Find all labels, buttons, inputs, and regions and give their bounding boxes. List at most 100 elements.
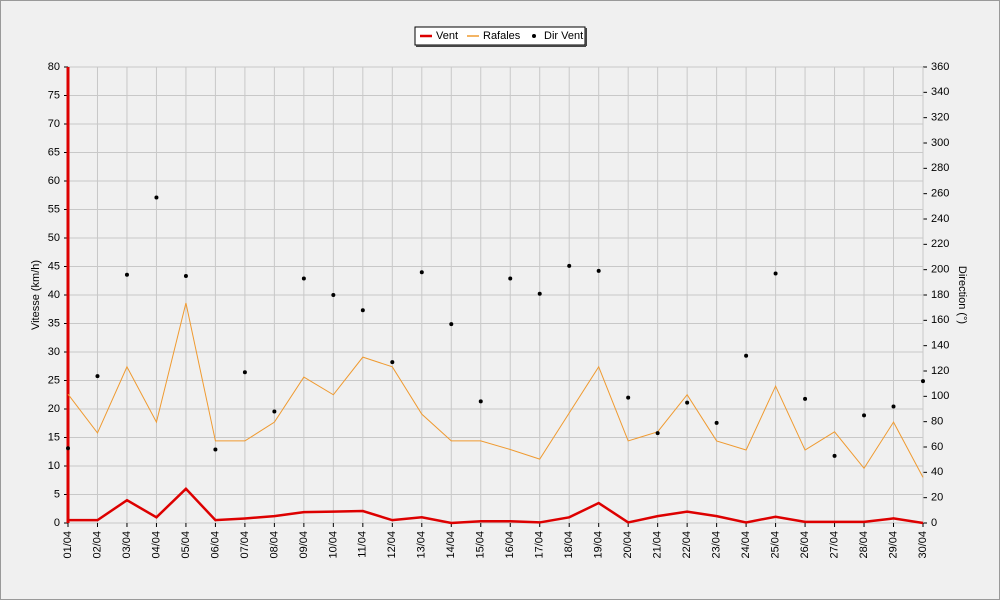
y2-tick-label: 120 — [931, 365, 949, 377]
x-tick-label: 14/04 — [445, 531, 457, 559]
y-tick-label: 45 — [48, 260, 60, 272]
data-point — [272, 409, 277, 414]
x-tick-label: 26/04 — [799, 531, 811, 559]
data-point — [242, 370, 247, 375]
y2-tick-label: 20 — [931, 492, 943, 504]
data-point — [508, 276, 513, 281]
data-point — [66, 446, 70, 451]
data-point — [154, 195, 159, 200]
data-point — [626, 395, 631, 400]
data-point — [714, 420, 719, 425]
data-point — [655, 431, 660, 436]
data-point — [360, 308, 365, 313]
x-tick-label: 18/04 — [563, 531, 575, 559]
data-point — [449, 322, 454, 327]
data-point — [213, 447, 218, 452]
data-point — [921, 379, 925, 384]
y-axis-label: Vitesse (km/h) — [30, 260, 42, 330]
data-point — [183, 274, 188, 278]
data-point — [862, 413, 867, 418]
legend-label: Rafales — [483, 30, 521, 42]
data-point — [419, 270, 424, 275]
y-tick-label: 25 — [48, 374, 60, 386]
y2-tick-label: 0 — [931, 517, 937, 529]
y2-tick-label: 100 — [931, 390, 949, 402]
x-tick-label: 17/04 — [534, 531, 546, 559]
y2-tick-label: 140 — [931, 340, 949, 352]
data-point — [301, 276, 306, 281]
data-point — [744, 353, 749, 358]
x-tick-label: 11/04 — [357, 531, 369, 558]
y2-tick-label: 320 — [931, 112, 949, 124]
y2-tick-label: 200 — [931, 264, 949, 276]
data-point — [95, 374, 100, 379]
x-tick-label: 09/04 — [298, 531, 310, 559]
x-tick-label: 23/04 — [711, 531, 723, 559]
y2-axis-label: Direction (°) — [956, 266, 968, 324]
x-tick-label: 24/04 — [740, 531, 752, 559]
data-point — [803, 396, 808, 401]
x-tick-label: 13/04 — [416, 531, 428, 559]
y2-tick-label: 360 — [931, 61, 949, 73]
y-tick-label: 65 — [48, 146, 60, 158]
data-point — [891, 404, 896, 409]
y-tick-label: 30 — [48, 346, 60, 358]
y2-tick-label: 220 — [931, 238, 949, 250]
data-point — [537, 291, 542, 296]
data-point — [331, 293, 336, 297]
x-tick-label: 16/04 — [504, 531, 516, 559]
x-tick-label: 07/04 — [239, 531, 251, 559]
legend-label: Dir Vent — [544, 30, 583, 42]
x-tick-label: 12/04 — [386, 531, 398, 559]
y2-tick-label: 280 — [931, 162, 949, 174]
x-tick-label: 30/04 — [917, 531, 929, 559]
y-tick-label: 0 — [54, 517, 60, 529]
data-point — [685, 400, 690, 405]
x-tick-label: 03/04 — [121, 531, 133, 559]
x-tick-label: 01/04 — [62, 531, 74, 559]
x-tick-label: 27/04 — [828, 531, 840, 559]
x-tick-label: 19/04 — [593, 531, 605, 559]
y2-tick-label: 240 — [931, 213, 949, 225]
y-tick-label: 60 — [48, 175, 60, 187]
y-tick-label: 70 — [48, 118, 60, 130]
y-tick-label: 75 — [48, 89, 60, 101]
x-tick-label: 08/04 — [268, 531, 280, 559]
y-tick-label: 40 — [48, 289, 60, 301]
y2-tick-label: 160 — [931, 314, 949, 326]
y-tick-label: 10 — [48, 460, 60, 472]
x-tick-label: 06/04 — [209, 531, 221, 559]
x-tick-label: 29/04 — [887, 531, 899, 559]
data-point — [773, 271, 778, 276]
y-tick-label: 80 — [48, 61, 60, 73]
x-tick-label: 20/04 — [622, 531, 634, 559]
x-tick-label: 04/04 — [150, 531, 162, 559]
data-point — [124, 272, 129, 277]
x-tick-label: 25/04 — [769, 531, 781, 559]
legend-marker — [532, 34, 536, 38]
y-tick-label: 5 — [54, 488, 60, 500]
series-line — [68, 487, 924, 525]
x-tick-label: 22/04 — [681, 531, 693, 559]
y-tick-label: 55 — [48, 203, 60, 215]
series-line — [67, 302, 924, 478]
y2-tick-label: 40 — [931, 466, 943, 478]
data-point — [567, 263, 572, 268]
y-tick-label: 35 — [48, 317, 60, 329]
x-tick-label: 15/04 — [475, 531, 487, 559]
y-tick-label: 20 — [48, 403, 60, 415]
data-point — [478, 399, 483, 404]
y2-tick-label: 80 — [931, 416, 943, 428]
y2-tick-label: 300 — [931, 137, 949, 149]
y2-tick-label: 340 — [931, 86, 949, 98]
y2-tick-label: 180 — [931, 289, 949, 301]
x-tick-label: 02/04 — [91, 531, 103, 559]
y2-tick-label: 260 — [931, 188, 949, 200]
x-tick-label: 28/04 — [858, 531, 870, 559]
x-tick-label: 21/04 — [652, 531, 664, 559]
y-tick-label: 50 — [48, 232, 60, 244]
x-tick-label: 05/04 — [180, 531, 192, 559]
legend-label: Vent — [436, 30, 458, 42]
data-point — [832, 453, 837, 458]
